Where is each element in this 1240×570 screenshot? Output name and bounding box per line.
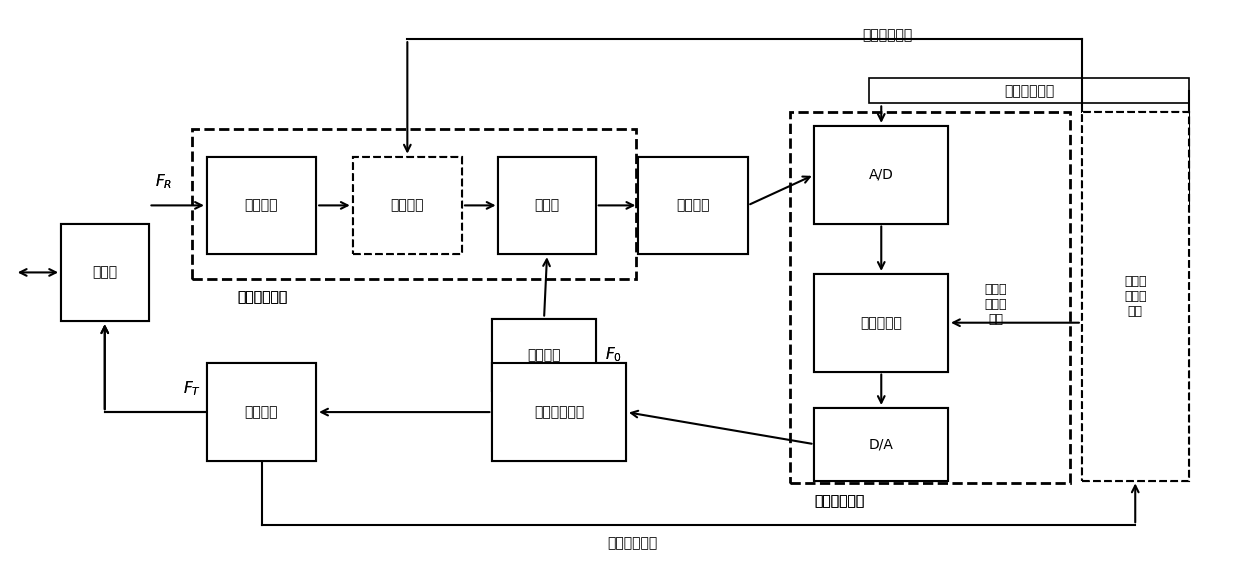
- Text: 中放模块: 中放模块: [676, 198, 709, 213]
- Text: D/A: D/A: [869, 437, 894, 451]
- Bar: [815, 408, 949, 481]
- Text: $F_0$: $F_0$: [605, 345, 622, 364]
- Bar: [192, 129, 636, 279]
- Text: D/A: D/A: [869, 437, 894, 451]
- Bar: [869, 78, 1189, 104]
- Text: 微波开关: 微波开关: [391, 198, 424, 213]
- Text: 发射信道模块: 发射信道模块: [534, 405, 584, 419]
- Text: 场放模块: 场放模块: [244, 198, 278, 213]
- Bar: [639, 157, 748, 254]
- Text: 环形器: 环形器: [92, 266, 118, 279]
- Text: $F_T$: $F_T$: [182, 380, 201, 398]
- Text: 功放模块: 功放模块: [244, 405, 278, 419]
- Text: 数字延迟线: 数字延迟线: [861, 316, 903, 329]
- Text: 数字电路模块: 数字电路模块: [815, 495, 864, 508]
- Text: 中放模块: 中放模块: [676, 198, 709, 213]
- Text: A/D: A/D: [869, 168, 894, 182]
- Bar: [1081, 112, 1189, 481]
- Bar: [207, 363, 316, 461]
- Text: 数字延迟线: 数字延迟线: [861, 316, 903, 329]
- Bar: [790, 112, 1070, 483]
- Text: 本振信号: 本振信号: [527, 348, 560, 362]
- Bar: [492, 363, 626, 461]
- Text: A/D: A/D: [869, 168, 894, 182]
- Text: 本振信号: 本振信号: [527, 348, 560, 362]
- Bar: [815, 408, 949, 481]
- Text: 场放模块: 场放模块: [244, 198, 278, 213]
- Bar: [498, 157, 595, 254]
- Bar: [352, 157, 463, 254]
- Text: 收发时
序控制
电路: 收发时 序控制 电路: [1123, 275, 1147, 317]
- Text: $F_0$: $F_0$: [605, 345, 622, 364]
- Bar: [1081, 112, 1189, 481]
- Bar: [498, 157, 595, 254]
- Text: $F_R$: $F_R$: [155, 173, 171, 192]
- Text: 脉冲检波信号: 脉冲检波信号: [1004, 84, 1054, 98]
- Text: 数字电路模块: 数字电路模块: [815, 495, 864, 508]
- Bar: [815, 126, 949, 223]
- Text: 环形器: 环形器: [92, 266, 118, 279]
- Bar: [61, 223, 149, 321]
- Text: 混频器: 混频器: [534, 198, 559, 213]
- Text: 微波开关: 微波开关: [391, 198, 424, 213]
- Bar: [61, 223, 149, 321]
- Bar: [207, 363, 316, 461]
- Text: 接收信道模块: 接收信道模块: [237, 291, 288, 304]
- Bar: [492, 363, 626, 461]
- Bar: [639, 157, 748, 254]
- Text: 微波开关脉冲: 微波开关脉冲: [862, 28, 913, 42]
- Bar: [352, 157, 463, 254]
- Text: 延迟转
发控制
脉冲: 延迟转 发控制 脉冲: [985, 283, 1007, 326]
- Text: 接收信道模块: 接收信道模块: [237, 291, 288, 304]
- Bar: [207, 157, 316, 254]
- Bar: [815, 126, 949, 223]
- Text: 发射信道模块: 发射信道模块: [534, 405, 584, 419]
- Text: 功放检测脉冲: 功放检测脉冲: [608, 536, 657, 551]
- Bar: [815, 274, 949, 372]
- Text: $F_R$: $F_R$: [155, 173, 171, 192]
- Bar: [207, 157, 316, 254]
- Text: 混频器: 混频器: [534, 198, 559, 213]
- Bar: [492, 319, 595, 391]
- Text: 收发时
序控制
电路: 收发时 序控制 电路: [1123, 275, 1147, 317]
- Bar: [492, 319, 595, 391]
- Bar: [815, 274, 949, 372]
- Text: 功放模块: 功放模块: [244, 405, 278, 419]
- Text: $F_T$: $F_T$: [182, 380, 201, 398]
